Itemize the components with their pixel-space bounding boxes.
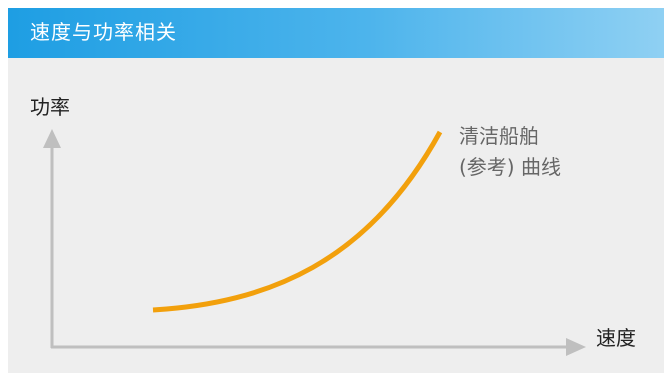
clean-ship-curve: [152, 130, 443, 313]
card-header: 速度与功率相关: [8, 8, 664, 58]
y-axis-arrow: [43, 129, 61, 148]
curve-label-line2: (参考) 曲线: [459, 155, 561, 179]
card-title: 速度与功率相关: [30, 20, 177, 44]
diagram-canvas: [43, 129, 586, 356]
diagram-card: 速度与功率相关 功率 速度 清洁船舶 (参考) 曲线: [8, 8, 664, 373]
speed-power-diagram: 功率 速度 清洁船舶 (参考) 曲线: [8, 58, 664, 373]
curve-label: 清洁船舶 (参考) 曲线: [459, 121, 561, 183]
curve-label-line1: 清洁船舶: [459, 124, 539, 148]
x-axis-arrow: [566, 338, 586, 356]
x-axis-label: 速度: [596, 326, 636, 350]
y-axis-label: 功率: [30, 95, 70, 119]
